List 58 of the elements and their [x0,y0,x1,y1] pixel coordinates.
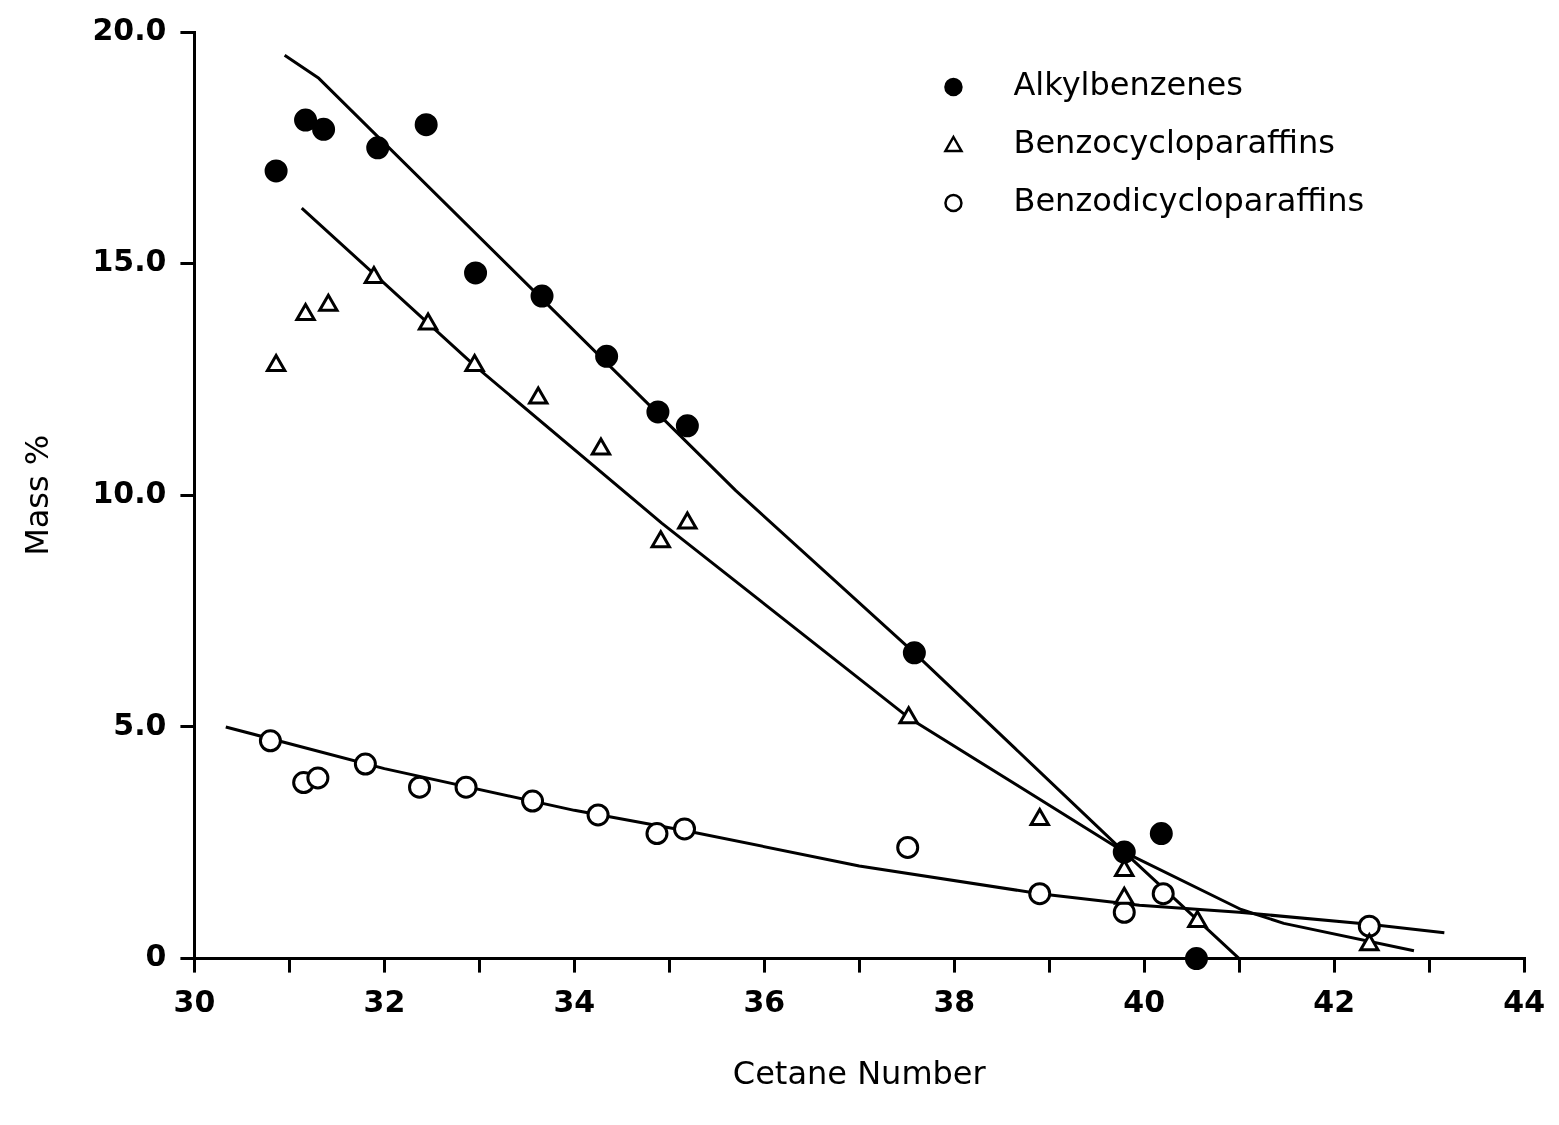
point [521,789,545,813]
point [1112,840,1136,864]
point [1184,947,1208,971]
y-axis-title: Mass % [17,434,56,556]
point [1028,882,1052,906]
point [530,284,554,308]
point [312,117,336,141]
point [294,108,318,132]
x-tick-label: 34 [553,984,596,1020]
point [258,729,282,753]
point [366,136,390,160]
x-tick-label: 36 [743,984,786,1020]
x-tick-label: 32 [363,984,406,1020]
y-tick-label: 0 [145,938,167,974]
point [264,159,288,183]
point [363,266,385,285]
point [464,261,488,285]
point [1149,822,1173,846]
point [1359,933,1380,952]
point [595,344,619,368]
point [1151,882,1175,906]
legend-label: Benzocycloparaffins [1013,123,1335,162]
x-tick-label: 42 [1313,984,1356,1020]
legend-label: Benzodicycloparaffins [1013,181,1365,220]
point [896,835,920,859]
point [408,775,432,799]
point [1029,808,1050,827]
y-tick-label: 5.0 [113,706,167,742]
point [306,766,330,790]
point [265,354,287,373]
x-tick-label: 30 [173,984,216,1020]
point [353,752,377,776]
point [677,511,698,530]
point [646,400,670,424]
y-tick-label: 20.0 [92,11,167,47]
y-tick-label: 10.0 [92,475,167,511]
point [295,303,316,322]
point [650,530,671,549]
legend-label: Alkylbenzenes [1013,65,1243,104]
point [528,386,549,405]
x-tick-label: 44 [1503,984,1545,1020]
point [590,437,612,456]
point [454,775,478,799]
point [417,312,439,331]
point [414,113,438,137]
x-tick-label: 38 [933,984,976,1020]
point [1187,910,1208,929]
point [464,354,485,373]
point [1357,914,1381,938]
x-axis-title: Cetane Number [732,1054,987,1093]
point [675,414,699,438]
x-tick-label: 40 [1123,984,1166,1020]
point [898,706,919,725]
point [673,817,697,841]
point [645,822,669,846]
y-tick-label: 15.0 [92,243,167,279]
point [902,641,926,665]
point [586,803,610,827]
